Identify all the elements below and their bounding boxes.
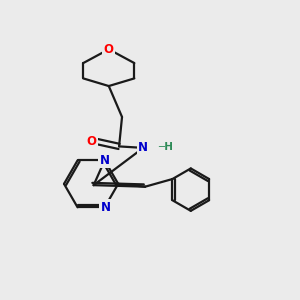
Text: N: N [100,154,110,167]
Text: O: O [104,43,114,56]
Text: N: N [138,141,148,154]
Text: O: O [86,135,96,148]
Text: N: N [101,201,111,214]
Text: ─H: ─H [158,142,173,152]
